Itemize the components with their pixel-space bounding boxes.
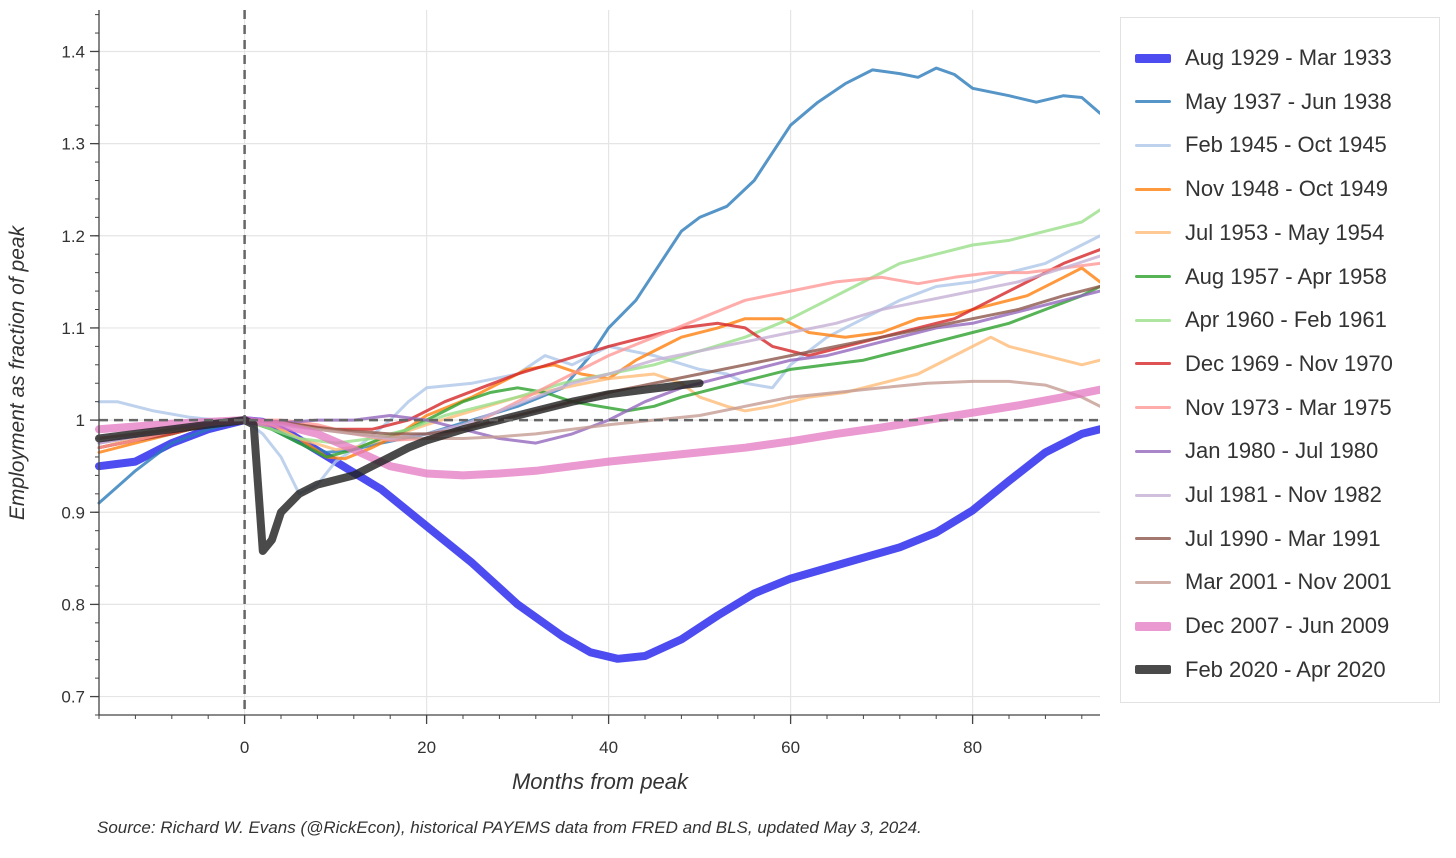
reference-lines — [99, 10, 1100, 715]
legend-swatch — [1135, 318, 1171, 322]
legend-swatch — [1135, 231, 1171, 235]
x-tick-label: 20 — [417, 738, 436, 757]
legend-item: Dec 2007 - Jun 2009 — [1135, 606, 1389, 646]
legend-item: Jan 1980 - Jul 1980 — [1135, 431, 1378, 471]
legend-swatch — [1135, 275, 1171, 278]
y-axis-label: Employment as fraction of peak — [6, 224, 29, 520]
legend-label: Mar 2001 - Nov 2001 — [1185, 569, 1392, 595]
legend-item: Mar 2001 - Nov 2001 — [1135, 562, 1392, 602]
legend-item: Aug 1929 - Mar 1933 — [1135, 38, 1392, 78]
axes: 0.7 0.8 0.9 1 1.1 1.2 1.3 1.4 0 20 40 60 80 — [61, 10, 1100, 757]
legend-item: Jul 1981 - Nov 1982 — [1135, 475, 1382, 515]
series-line — [97, 285, 1100, 459]
x-tick-label: 80 — [963, 738, 982, 757]
grid — [99, 10, 1100, 715]
legend-label: Nov 1973 - Mar 1975 — [1185, 394, 1392, 420]
legend-item: May 1937 - Jun 1938 — [1135, 82, 1392, 122]
legend-swatch — [1135, 187, 1171, 191]
x-tick-label: 0 — [240, 738, 249, 757]
series-line — [97, 234, 1100, 496]
chart: 0.7 0.8 0.9 1 1.1 1.2 1.3 1.4 0 20 40 60 80 Months f… — [6, 10, 1100, 794]
legend-label: May 1937 - Jun 1938 — [1185, 88, 1392, 114]
legend-swatch — [1135, 580, 1171, 584]
series-line — [95, 416, 1100, 663]
legend-label: Aug 1929 - Mar 1933 — [1185, 45, 1392, 70]
legend-item: Nov 1948 - Oct 1949 — [1135, 169, 1388, 209]
legend-label: Jul 1953 - May 1954 — [1185, 219, 1385, 245]
series-line — [97, 379, 1100, 440]
legend-label: Dec 2007 - Jun 2009 — [1185, 613, 1390, 639]
y-tick-label: 1.2 — [61, 227, 85, 246]
legend-label: Nov 1948 - Oct 1949 — [1185, 176, 1389, 202]
legend-item: Feb 2020 - Apr 2020 — [1135, 650, 1386, 690]
series-lines — [95, 66, 1100, 663]
legend-swatch — [1135, 362, 1171, 366]
legend-swatch — [1135, 621, 1171, 631]
series-line — [95, 385, 1100, 480]
legend-swatch — [1135, 449, 1171, 453]
y-tick-label: 1.3 — [61, 135, 85, 154]
y-tick-label: 0.9 — [61, 503, 85, 522]
legend-label: Dec 1969 - Nov 1970 — [1185, 350, 1393, 376]
x-tick-label: 40 — [599, 738, 618, 757]
source-note: Source: Richard W. Evans (@RickEcon), hi… — [97, 818, 922, 837]
legend-label: Apr 1960 - Feb 1961 — [1185, 307, 1387, 333]
legend-label: Feb 2020 - Apr 2020 — [1185, 656, 1386, 682]
legend-swatch — [1135, 406, 1171, 410]
x-tick-label: 60 — [781, 738, 800, 757]
legend-item: Dec 1969 - Nov 1970 — [1135, 344, 1393, 384]
legend-item: Jul 1953 - May 1954 — [1135, 213, 1384, 253]
series-line — [97, 208, 1100, 450]
legend: Aug 1929 - Mar 1933 May 1937 - Jun 1938 Fe… — [1120, 17, 1440, 703]
y-tick-label: 1.4 — [61, 42, 85, 61]
legend-swatch — [1135, 493, 1171, 497]
legend-item: Aug 1957 - Apr 1958 — [1135, 257, 1387, 297]
legend-label: Feb 1945 - Oct 1945 — [1185, 132, 1387, 158]
legend-swatch — [1135, 143, 1171, 147]
legend-label: Jul 1990 - Mar 1991 — [1185, 525, 1381, 551]
legend-swatch — [1135, 53, 1171, 63]
y-tick-label: 0.8 — [61, 595, 85, 614]
legend-swatch — [1135, 665, 1171, 675]
legend-item: Apr 1960 - Feb 1961 — [1135, 300, 1387, 340]
x-axis-label: Months from peak — [512, 769, 689, 794]
legend-label: Jan 1980 - Jul 1980 — [1185, 438, 1379, 464]
y-tick-label: 0.7 — [61, 688, 85, 707]
legend-item: Feb 1945 - Oct 1945 — [1135, 125, 1387, 165]
legend-label: Jul 1981 - Nov 1982 — [1185, 482, 1382, 507]
legend-label: Aug 1957 - Apr 1958 — [1185, 263, 1387, 289]
y-tick-label: 1 — [76, 411, 85, 430]
legend-item: Nov 1973 - Mar 1975 — [1135, 388, 1392, 428]
legend-swatch — [1135, 537, 1171, 541]
legend-swatch — [1135, 100, 1171, 104]
y-tick-label: 1.1 — [61, 319, 85, 338]
legend-item: Jul 1990 - Mar 1991 — [1135, 519, 1381, 559]
